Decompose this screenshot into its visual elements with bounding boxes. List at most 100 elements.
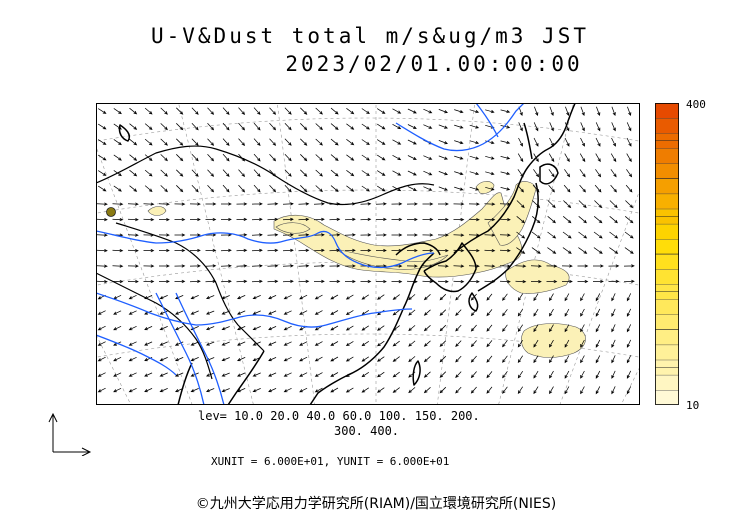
wind-arrow: [159, 264, 170, 268]
dust-area-hokkaido: [475, 181, 495, 194]
wind-arrow: [313, 202, 325, 206]
map-plot: [96, 103, 640, 405]
wind-arrow: [207, 184, 215, 193]
wind-arrow: [611, 308, 616, 317]
wind-arrow: [518, 122, 523, 132]
wind-arrow: [376, 139, 386, 145]
wind-arrow: [392, 387, 400, 393]
wind-arrow: [516, 200, 525, 209]
wind-arrow: [190, 388, 199, 393]
wind-arrow: [221, 357, 230, 362]
wind-arrow: [238, 138, 246, 147]
wind-arrow: [361, 387, 370, 393]
wind-arrow: [205, 202, 217, 206]
wind-arrow: [611, 339, 616, 348]
wind-arrow: [128, 356, 137, 362]
wind-arrow: [221, 341, 230, 346]
chart-datetime: 2023/02/01.00:00:00: [285, 52, 583, 76]
wind-arrow: [453, 264, 465, 268]
wind-arrow: [500, 109, 511, 114]
wind-arrow: [222, 138, 230, 147]
wind-arrow: [205, 217, 217, 222]
wind-arrow: [267, 202, 279, 206]
colorbar: [655, 103, 679, 405]
wind-arrow: [129, 154, 138, 161]
wind-arrow: [547, 200, 556, 209]
wind-arrow: [269, 122, 277, 131]
wind-arrow: [547, 247, 557, 254]
wind-arrow: [549, 355, 554, 364]
wind-arrow: [313, 264, 325, 268]
wind-arrow: [314, 341, 323, 346]
reference-vector: [48, 412, 92, 456]
wind-arrow: [454, 109, 464, 114]
wind-arrow: [330, 294, 339, 300]
colorbar-segment: [655, 299, 679, 315]
wind-arrow: [595, 370, 601, 379]
wind-arrow: [438, 109, 449, 114]
wind-arrow: [236, 217, 248, 222]
wind-arrow: [453, 248, 465, 253]
wind-arrow: [547, 216, 556, 224]
wind-arrow: [174, 310, 184, 315]
wind-arrow: [611, 324, 616, 333]
wind-arrow: [207, 107, 215, 115]
wind-arrow: [283, 325, 292, 331]
wind-arrow: [517, 324, 524, 333]
wind-arrow: [330, 310, 339, 315]
wind-arrow: [361, 371, 370, 378]
wind-arrow: [439, 340, 447, 347]
wind-arrow: [549, 386, 554, 395]
wind-arrow: [454, 124, 464, 129]
wind-arrow: [344, 248, 356, 253]
wind-arrow: [299, 310, 308, 315]
border-2: [115, 222, 265, 352]
wind-arrow: [502, 355, 508, 363]
wind-arrow: [564, 169, 571, 178]
wind-arrow: [361, 356, 370, 362]
wind-arrow: [267, 264, 279, 268]
wind-arrow: [236, 248, 248, 253]
wind-arrow: [625, 200, 634, 209]
wind-arrow: [189, 279, 201, 284]
wind-arrow: [408, 294, 416, 301]
wind-arrow: [610, 169, 617, 178]
wind-arrow: [159, 388, 168, 393]
wind-arrow: [205, 233, 217, 237]
wind-arrow: [423, 309, 431, 316]
wind-arrow: [190, 295, 199, 300]
wind-arrow: [159, 341, 168, 346]
wind-arrow: [268, 341, 277, 346]
wind-arrow: [129, 138, 138, 146]
wind-arrow: [97, 139, 107, 145]
wind-arrow: [346, 139, 355, 146]
wind-arrow: [499, 233, 511, 237]
wind-arrow: [469, 171, 480, 176]
river-ganges: [96, 334, 177, 376]
river-yellow: [96, 230, 435, 269]
wind-arrow: [376, 185, 386, 192]
wind-arrow: [268, 357, 277, 362]
wind-arrow: [392, 294, 400, 300]
wind-arrow: [206, 341, 215, 346]
wind-arrow: [298, 279, 310, 284]
wind-arrow: [174, 372, 184, 377]
wind-arrow: [360, 202, 372, 206]
wind-arrow: [129, 169, 138, 177]
wind-arrow: [468, 217, 480, 222]
wind-arrow: [533, 370, 539, 379]
wind-arrow: [408, 340, 416, 347]
india-coast: [177, 362, 193, 405]
wind-arrow: [112, 264, 124, 268]
coastlines: [96, 103, 576, 405]
wind-arrow: [485, 109, 495, 114]
wind-arrow: [517, 355, 524, 364]
wind-arrow: [97, 341, 106, 346]
wind-arrow: [112, 217, 124, 222]
wind-arrow: [191, 138, 199, 146]
wind-arrow: [392, 170, 402, 176]
wind-arrow: [361, 185, 370, 192]
wind-arrow: [562, 279, 573, 284]
wind-arrow: [251, 202, 263, 206]
wind-arrow: [97, 108, 107, 114]
